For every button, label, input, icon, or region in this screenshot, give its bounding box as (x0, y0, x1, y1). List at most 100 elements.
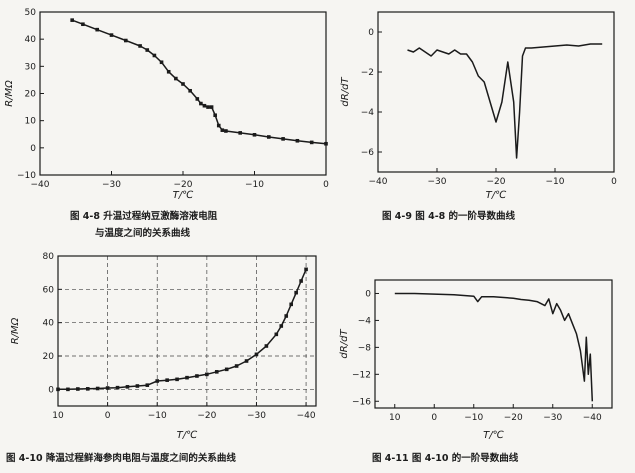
x-tick-label: −10 (245, 180, 264, 190)
x-tick-label: −30 (247, 411, 266, 421)
x-tick-label: 0 (431, 413, 437, 423)
data-point (152, 53, 157, 58)
y-tick-label: −10 (17, 171, 36, 181)
y-tick-label: −12 (352, 370, 371, 380)
x-axis-label: T/℃ (483, 430, 504, 441)
x-axis-label: T/℃ (173, 190, 194, 201)
y-tick-label: −16 (352, 397, 371, 407)
data-point (304, 267, 308, 272)
x-tick-label: −10 (546, 177, 565, 187)
y-tick-label: −4 (358, 316, 372, 326)
data-point (274, 332, 279, 337)
data-point (81, 22, 85, 27)
y-tick-label: −2 (361, 68, 374, 78)
y-tick-label: 0 (365, 289, 371, 299)
data-point (299, 279, 303, 283)
y-axis-label: R/MΩ (4, 80, 15, 107)
data-point (70, 18, 74, 22)
x-axis-label: T/℃ (486, 190, 507, 201)
data-point (155, 379, 160, 383)
y-tick-label: −4 (361, 108, 375, 118)
x-tick-label: 0 (105, 411, 111, 421)
data-point (209, 105, 214, 109)
data-point (220, 128, 225, 132)
data-point (175, 377, 179, 382)
y-tick-label: 20 (43, 352, 55, 362)
data-point (238, 131, 242, 135)
fig48-chart: −40 −30 −20 −10 0 −10 0 10 20 30 40 50 T/℃ R/MΩ 图 4-8 … (4, 8, 329, 239)
x-tick-label: −40 (31, 180, 50, 190)
y-tick-label: 10 (25, 117, 37, 127)
plot-frame (377, 11, 615, 173)
x-tick-label: −20 (174, 180, 193, 190)
y-tick-label: 50 (25, 8, 37, 18)
fig411-chart: 10 0 −10 −20 −30 −40−16−12−8−40T/℃dR/dT图 4-11… (339, 279, 613, 464)
x-tick-label: −20 (197, 411, 216, 421)
data-point (125, 385, 130, 389)
data-point (324, 141, 328, 146)
x-tick-label: −30 (428, 177, 447, 187)
figure-caption: 图 4-9 图 4-8 的一阶导数曲线 (382, 210, 516, 222)
figure-caption: 与温度之间的关系曲线 (95, 227, 191, 239)
data-point (185, 375, 189, 380)
data-point (309, 140, 314, 145)
x-tick-label: −20 (487, 177, 506, 187)
data-point (214, 370, 219, 374)
data-point (284, 314, 289, 318)
data-point (165, 378, 169, 382)
y-tick-label: 0 (48, 385, 54, 395)
y-tick-label: 40 (25, 35, 37, 45)
data-point (145, 48, 150, 52)
series-line (58, 269, 307, 391)
data-point (244, 359, 249, 363)
data-point (95, 386, 100, 391)
x-tick-label: −40 (297, 411, 316, 421)
y-axis-label: R/MΩ (10, 317, 21, 344)
data-point (202, 103, 207, 108)
x-tick-label: 10 (389, 413, 401, 423)
figure-caption: 图 4-10 降温过程鲜海参肉电阻与温度之间的关系曲线 (6, 452, 236, 464)
data-point (205, 372, 209, 377)
plot-frame (57, 255, 317, 407)
figure-caption: 图 4-8 升温过程纳豆激酶溶液电阻 (70, 210, 218, 222)
data-point (115, 385, 120, 390)
x-tick-label: −30 (543, 413, 562, 423)
figure-caption: 图 4-11 图 4-10 的一阶导数曲线 (372, 452, 519, 464)
data-point (76, 387, 80, 391)
y-axis-label: dR/dT (340, 77, 351, 107)
data-point (95, 27, 99, 32)
data-point (224, 129, 228, 133)
data-point (281, 137, 285, 141)
y-tick-label: 20 (25, 90, 37, 100)
y-tick-label: −6 (361, 148, 375, 158)
data-point (279, 324, 284, 328)
x-tick-label: 0 (323, 180, 329, 190)
x-tick-label: −30 (102, 180, 121, 190)
data-point (145, 383, 150, 387)
data-point (159, 60, 164, 65)
x-tick-label: −10 (148, 411, 167, 421)
y-tick-label: 40 (43, 319, 55, 329)
data-point (294, 290, 298, 295)
y-tick-label: 30 (25, 62, 37, 72)
x-tick-label: −20 (504, 413, 523, 423)
data-point (213, 113, 217, 118)
plot-frame (374, 279, 613, 409)
data-point (188, 88, 192, 93)
data-point (85, 387, 90, 391)
data-point (138, 44, 142, 48)
x-tick-label: −40 (583, 413, 602, 423)
data-point (181, 82, 185, 86)
data-point (216, 123, 221, 128)
data-point (234, 364, 239, 368)
y-tick-label: 0 (30, 144, 36, 154)
data-point (124, 38, 128, 43)
data-point (105, 386, 110, 390)
x-tick-label: −10 (464, 413, 483, 423)
y-tick-label: 80 (43, 252, 55, 262)
data-point (252, 132, 257, 137)
data-point (195, 374, 199, 378)
data-point (254, 352, 259, 357)
